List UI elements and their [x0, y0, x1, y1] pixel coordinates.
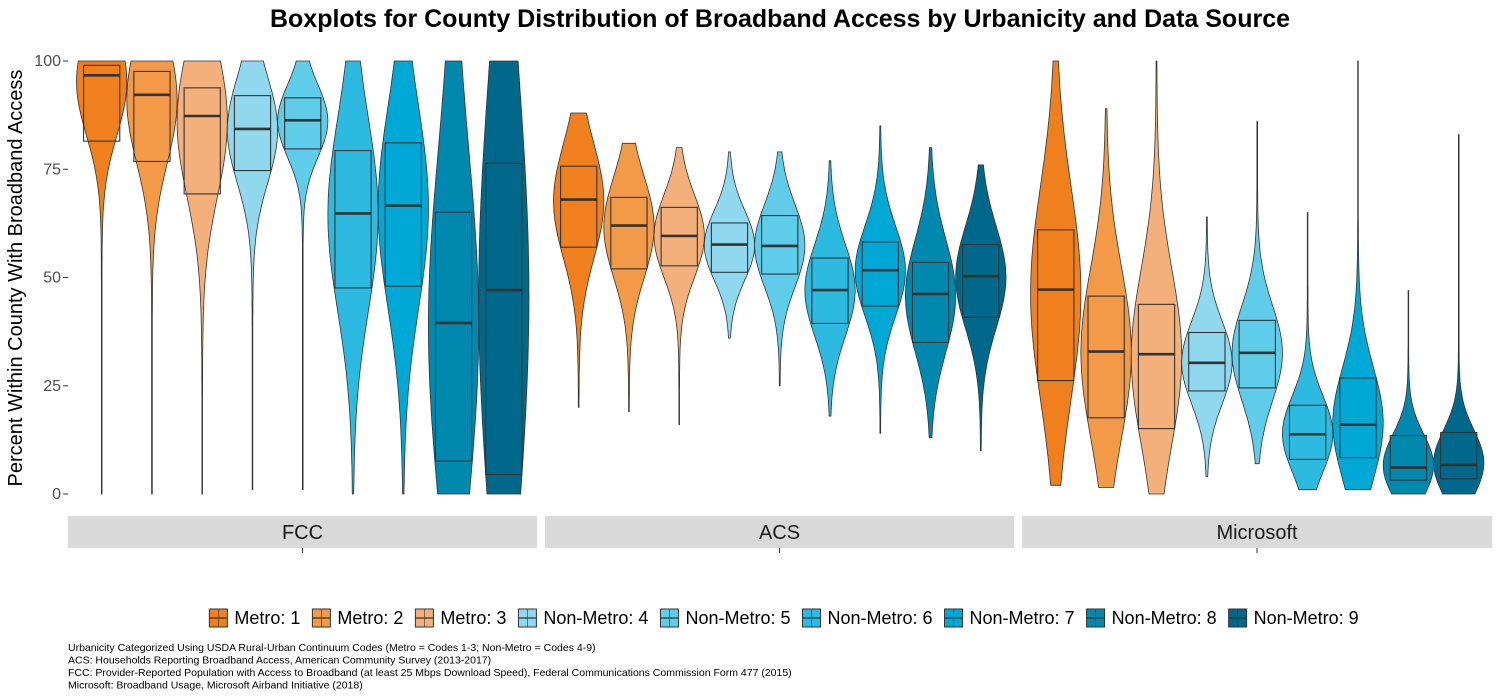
- strip: [545, 516, 1014, 548]
- strip-label: Microsoft: [1216, 522, 1298, 544]
- legend-item: Non-Metro: 9: [1228, 608, 1359, 628]
- legend-label: Non-Metro: 5: [685, 608, 790, 628]
- strip: [68, 516, 537, 548]
- box: [485, 162, 523, 476]
- legend-item: Non-Metro: 4: [517, 608, 648, 628]
- caption-line: FCC: Provider-Reported Population with A…: [68, 667, 792, 679]
- strip: [1022, 516, 1492, 548]
- legend: Metro: 1 Metro: 2 Metro: 3 Non-Metro: 4 Non-…: [208, 608, 1359, 628]
- panel-fcc: FCC: [68, 60, 537, 553]
- y-tick-label: 100: [34, 53, 61, 70]
- box: [334, 150, 372, 289]
- legend-label: Non-Metro: 4: [543, 608, 648, 628]
- violin: [1130, 60, 1183, 495]
- legend-label: Non-Metro: 9: [1254, 608, 1359, 628]
- box: [133, 70, 171, 163]
- chart-title: Boxplots for County Distribution of Broa…: [270, 5, 1290, 33]
- violin: [1332, 60, 1384, 491]
- box: [861, 241, 899, 307]
- panels: FCC ACS Microsoft: [68, 60, 1492, 553]
- box: [1288, 404, 1327, 460]
- violin: [327, 60, 379, 495]
- legend-item: Non-Metro: 8: [1086, 608, 1217, 628]
- legend-label: Metro: 1: [234, 608, 300, 628]
- y-tick-label: 0: [52, 486, 61, 503]
- y-axis-label: Percent Within County With Broadband Acc…: [5, 70, 27, 487]
- y-tick-label: 50: [43, 270, 61, 287]
- box: [1389, 434, 1428, 481]
- strip-label: FCC: [282, 522, 323, 544]
- legend-item: Non-Metro: 5: [659, 608, 791, 628]
- legend-label: Non-Metro: 8: [1112, 608, 1217, 628]
- violin: [226, 60, 279, 491]
- legend-item: Metro: 2: [311, 608, 403, 628]
- violin: [1181, 216, 1233, 478]
- box: [183, 87, 221, 195]
- box: [434, 211, 473, 462]
- caption-line: Microsoft: Broadband Usage, Microsoft Ai…: [68, 680, 363, 692]
- box: [911, 261, 950, 344]
- y-axis: 0 25 50 75 100: [34, 53, 68, 503]
- box: [560, 165, 598, 248]
- violin: [377, 60, 429, 495]
- violin: [854, 125, 906, 434]
- violin: [1433, 134, 1485, 495]
- legend-label: Non-Metro: 6: [827, 608, 932, 628]
- legend-item: Metro: 1: [208, 608, 300, 628]
- caption-line: Urbanicity Categorized Using USDA Rural-…: [68, 642, 596, 654]
- legend-item: Metro: 3: [414, 608, 506, 628]
- violin: [754, 151, 806, 387]
- violin: [76, 60, 128, 495]
- legend-item: Non-Metro: 6: [801, 608, 933, 628]
- box: [710, 222, 749, 273]
- violin: [478, 60, 530, 495]
- box: [284, 97, 322, 150]
- box: [384, 142, 422, 287]
- panel-acs: ACS: [545, 112, 1014, 553]
- box: [610, 196, 648, 270]
- legend-label: Non-Metro: 7: [970, 608, 1075, 628]
- violin: [1231, 121, 1283, 465]
- caption-line: ACS: Households Reporting Broadband Acce…: [68, 655, 491, 667]
- violin: [1030, 60, 1082, 486]
- panel-microsoft: Microsoft: [1022, 60, 1492, 553]
- legend-label: Metro: 3: [440, 608, 506, 628]
- violin: [955, 164, 1007, 452]
- captions: Urbanicity Categorized Using USDA Rural-…: [68, 642, 792, 692]
- y-tick-label: 25: [43, 378, 61, 395]
- box: [1137, 303, 1176, 430]
- violin: [603, 142, 655, 413]
- violin: [176, 60, 228, 495]
- box: [962, 244, 1000, 318]
- box: [1087, 295, 1125, 419]
- violin: [1382, 290, 1435, 495]
- violin: [126, 60, 178, 495]
- legend-item: Non-Metro: 7: [944, 608, 1075, 628]
- box: [1440, 431, 1478, 480]
- violin: [1281, 212, 1334, 491]
- strip-label: ACS: [759, 522, 800, 544]
- box: [83, 64, 121, 142]
- violin: [428, 60, 480, 495]
- box: [1339, 377, 1377, 459]
- box: [1037, 229, 1075, 382]
- legend-label: Metro: 2: [337, 608, 403, 628]
- box: [233, 95, 272, 172]
- violin: [653, 147, 705, 426]
- y-tick-label: 75: [43, 161, 61, 178]
- violin: [553, 112, 605, 408]
- violin: [277, 60, 329, 491]
- violin: [804, 160, 856, 417]
